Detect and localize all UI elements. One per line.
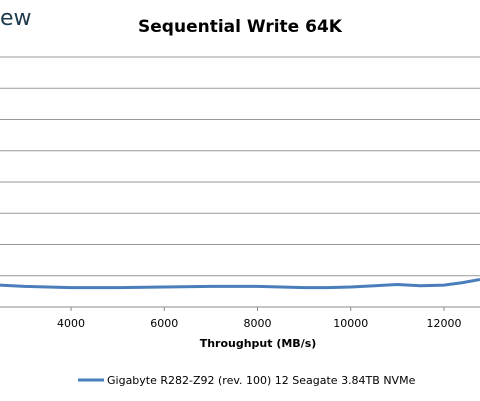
logo-text: ew xyxy=(0,6,32,31)
x-tick-label: 8000 xyxy=(244,317,272,330)
chart-title: Sequential Write 64K xyxy=(138,17,343,37)
x-tick-label: 10000 xyxy=(333,317,368,330)
x-tick-label: 4000 xyxy=(57,317,85,330)
x-tick-label: 6000 xyxy=(150,317,178,330)
x-tick-label: 12000 xyxy=(426,317,461,330)
x-axis-label: Throughput (MB/s) xyxy=(200,337,317,350)
data-line xyxy=(0,278,480,290)
legend-label: Gigabyte R282-Z92 (rev. 100) 12 Seagate … xyxy=(107,374,416,387)
